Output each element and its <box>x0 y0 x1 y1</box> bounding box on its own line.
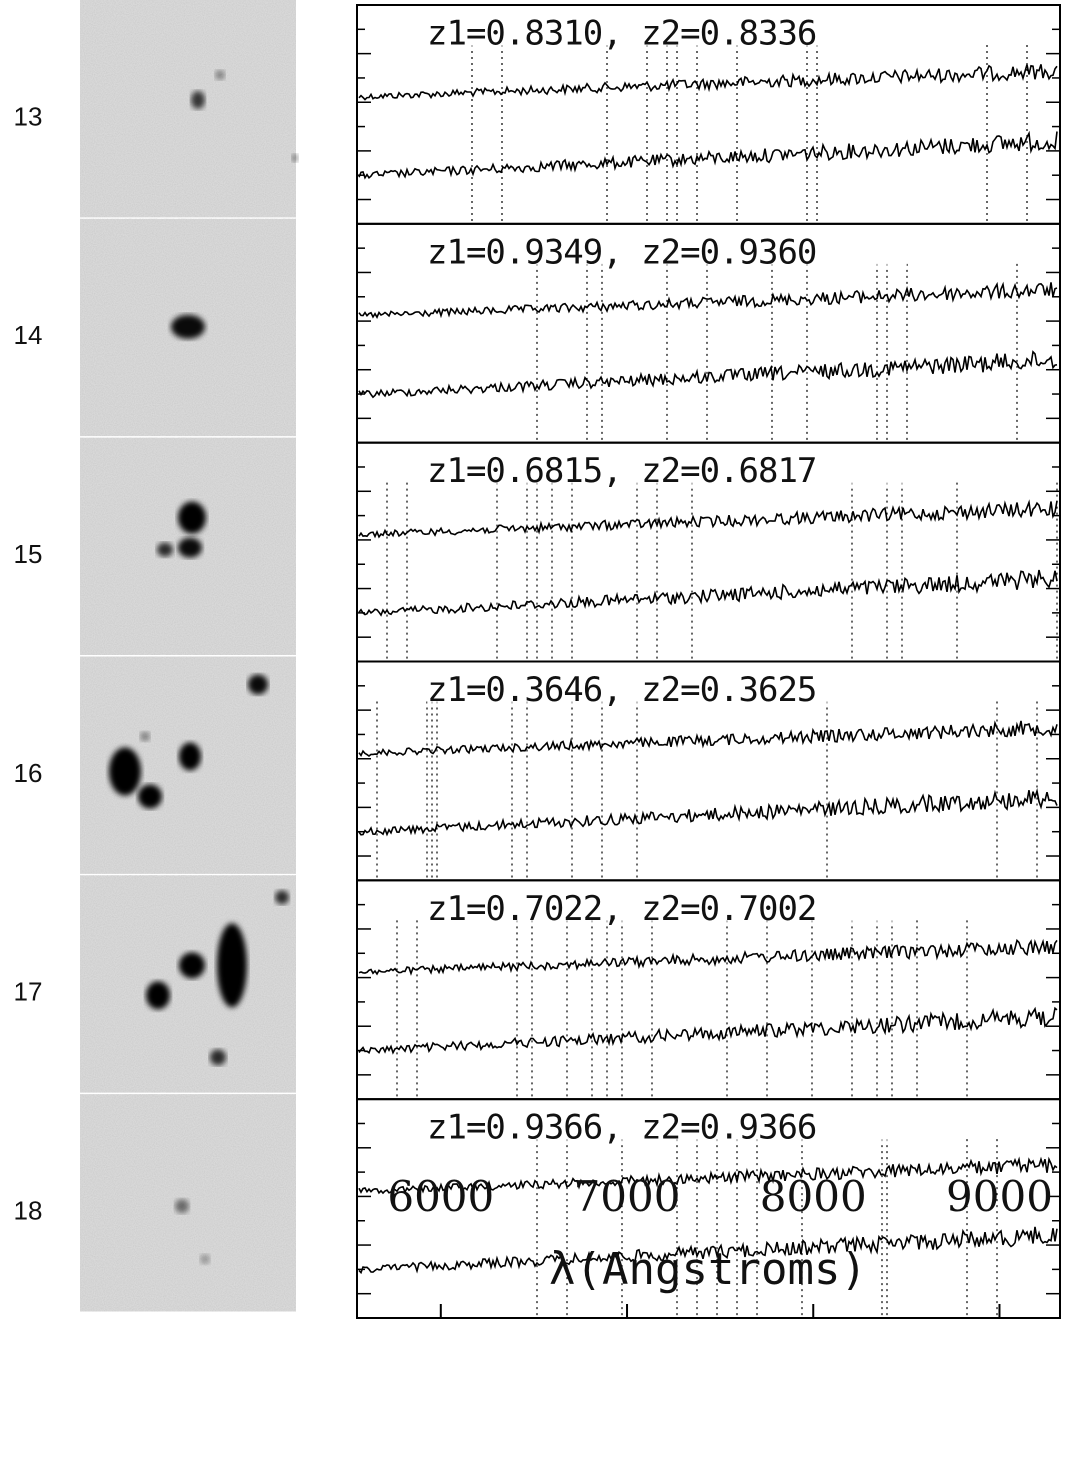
galaxy-image <box>80 0 298 220</box>
spectrum-frame <box>356 1098 1061 1319</box>
x-axis-label: λ(Angstroms) <box>549 1244 867 1295</box>
label-backdrop <box>427 667 907 708</box>
x-tick-label: 6000 <box>387 1172 494 1221</box>
label-backdrop <box>427 229 907 270</box>
galaxy-blob <box>157 542 173 557</box>
spectrum-curve <box>358 1006 1058 1055</box>
galaxy-blob <box>179 952 205 979</box>
galaxy-image <box>80 875 296 1095</box>
galaxy-blob <box>210 1049 226 1066</box>
galaxy-image <box>80 656 296 876</box>
x-tick-label: 9000 <box>946 1172 1053 1221</box>
galaxy-blob <box>146 981 170 1010</box>
label-backdrop <box>427 1105 907 1146</box>
galaxy-blob <box>140 731 150 742</box>
redshift-label: z1=0.3646, z2=0.3625 <box>427 670 816 710</box>
galaxy-blob <box>179 742 201 771</box>
label-backdrop <box>427 11 907 51</box>
x-tick-label: 7000 <box>574 1172 681 1221</box>
spectrum-curve <box>358 281 1058 319</box>
galaxy-image <box>80 1094 296 1314</box>
galaxy-blob <box>175 1199 189 1214</box>
spectra-column: z1=0.8310, z2=0.8336 z1=0.9349, z2=0.9360… <box>356 4 1061 1319</box>
panel-number: 16 <box>14 758 43 788</box>
x-tick-label: 8000 <box>760 1172 867 1221</box>
redshift-label: z1=0.9366, z2=0.9366 <box>427 1108 816 1148</box>
galaxy-blob <box>171 314 205 339</box>
galaxy-blob <box>109 747 141 796</box>
galaxy-blob <box>200 1254 210 1265</box>
spectrum-curve <box>358 350 1058 399</box>
galaxy-blob <box>275 890 289 905</box>
spectrum-curve <box>358 1156 1058 1195</box>
galaxy-image <box>80 218 296 439</box>
spectrum-curve <box>358 720 1058 757</box>
spectrum-curve <box>358 130 1058 180</box>
galaxy-blob <box>138 784 162 809</box>
galaxy-blob <box>191 91 205 109</box>
galaxy-blob <box>178 537 202 558</box>
galaxy-blob <box>178 501 206 534</box>
galaxy-image <box>80 437 296 657</box>
panel-number: 13 <box>14 101 43 131</box>
galaxy-blob <box>217 923 247 1008</box>
galaxy-blob <box>292 154 298 162</box>
image-column: 13 14 15 16 17 18 <box>14 0 298 1314</box>
image-noise <box>80 0 296 218</box>
spectrum-curve <box>358 64 1058 101</box>
panel-number: 17 <box>14 977 43 1007</box>
redshift-label: z1=0.6815, z2=0.6817 <box>427 451 816 491</box>
panel-number: 14 <box>14 320 43 350</box>
redshift-label: z1=0.9349, z2=0.9360 <box>427 232 816 272</box>
panel-number: 15 <box>14 539 43 569</box>
image-noise <box>80 875 296 1094</box>
redshift-label: z1=0.8310, z2=0.8336 <box>427 14 816 54</box>
spectrum-curve <box>358 569 1058 617</box>
galaxy-blob <box>215 70 225 80</box>
redshift-label: z1=0.7022, z2=0.7002 <box>427 889 816 929</box>
galaxy-blob <box>248 674 268 695</box>
label-backdrop <box>427 448 907 489</box>
spectrum-curve <box>358 787 1058 837</box>
spectrum-curve <box>358 499 1058 539</box>
spectrum-curve <box>358 1226 1058 1275</box>
label-backdrop <box>427 886 907 927</box>
spectrum-curve <box>358 938 1058 976</box>
panel-number: 18 <box>14 1195 43 1225</box>
